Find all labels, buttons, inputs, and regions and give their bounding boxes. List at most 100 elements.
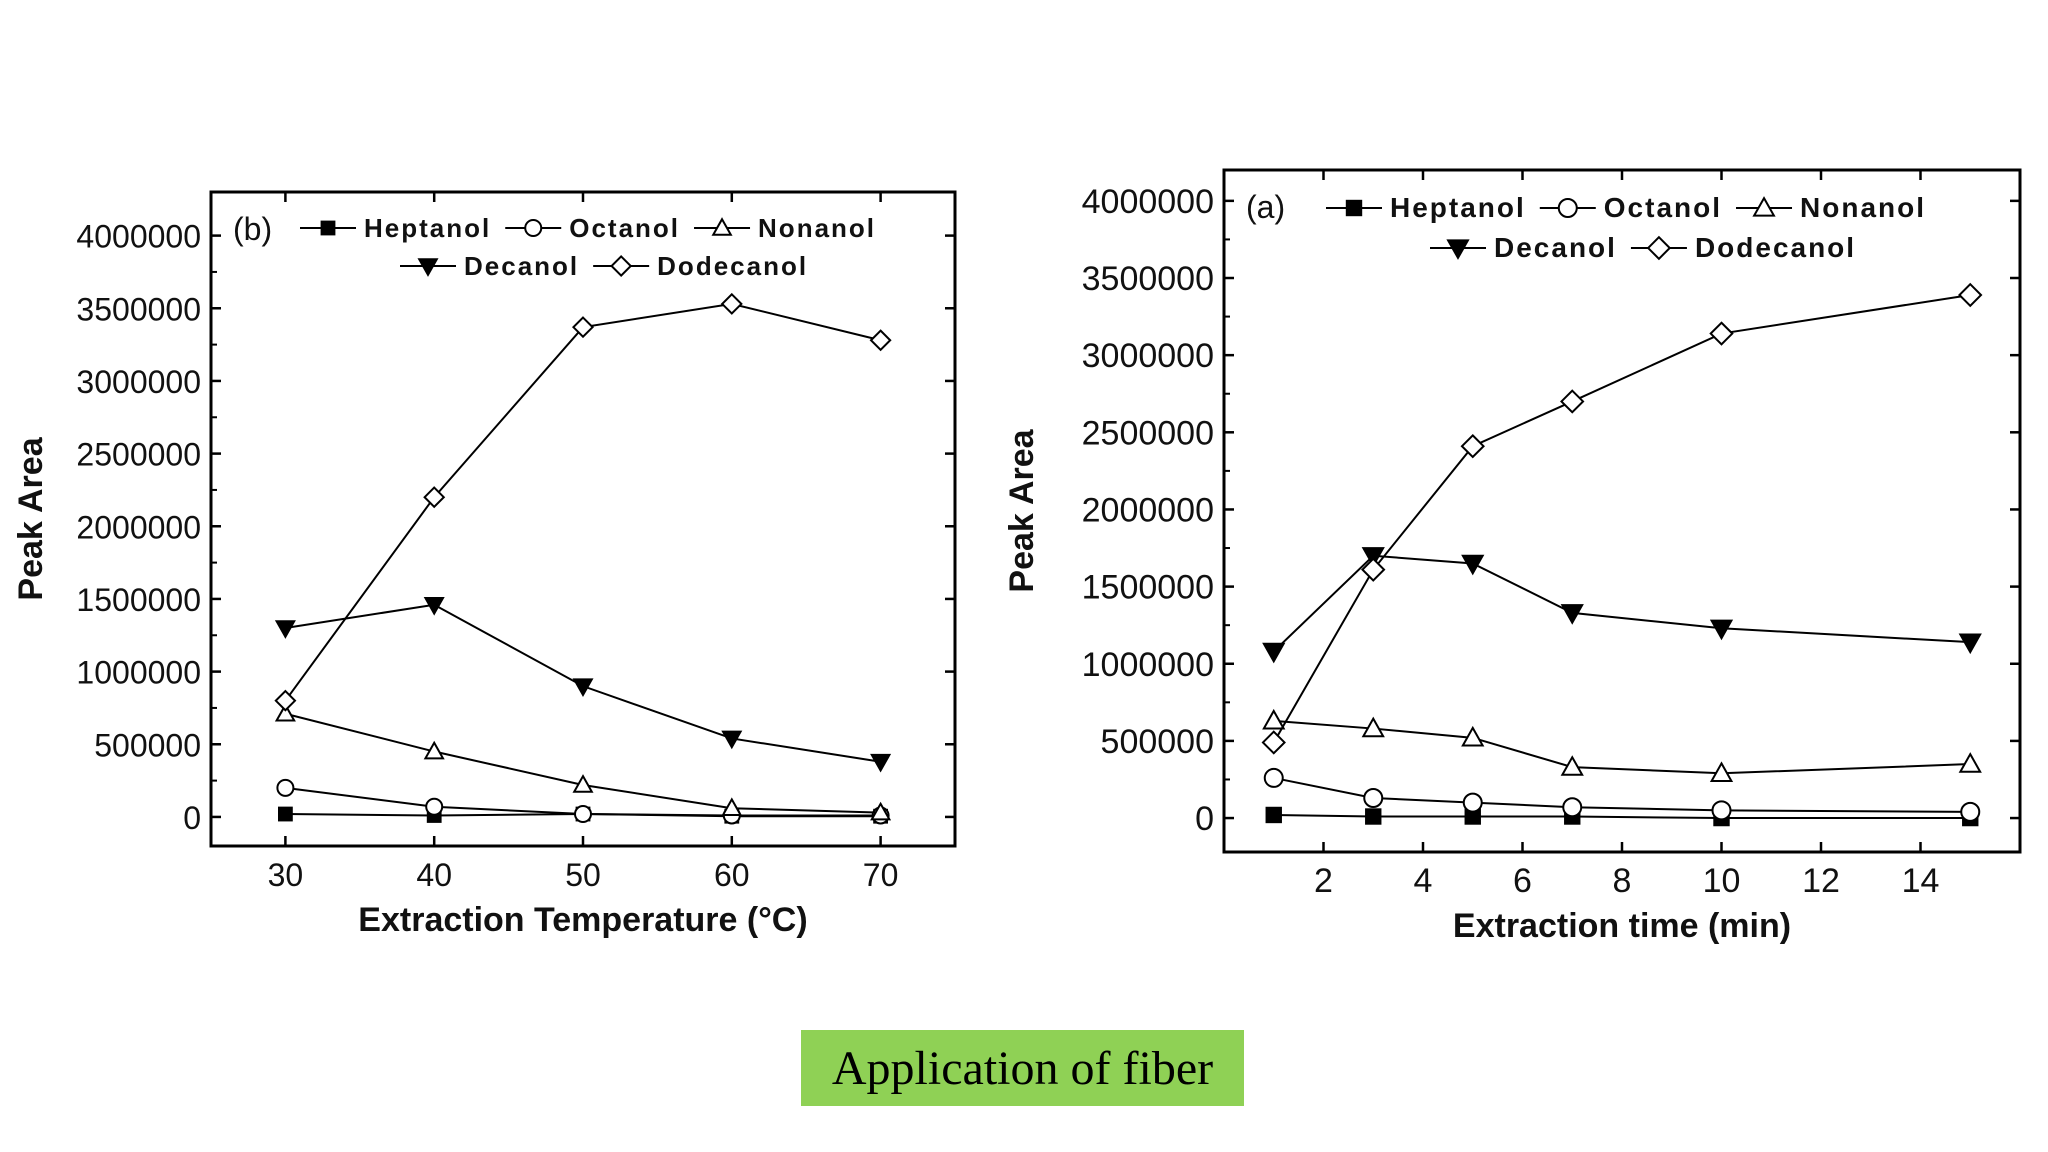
x-tick-label: 2 bbox=[1314, 862, 1333, 900]
data-point-dodecanol bbox=[1958, 282, 1983, 308]
data-point-octanol bbox=[574, 805, 592, 824]
data-point-octanol bbox=[1960, 801, 1981, 822]
data-point-nonanol bbox=[1709, 761, 1734, 782]
data-point-nonanol bbox=[1560, 755, 1584, 776]
legend-label-octanol: Octanol bbox=[1604, 192, 1722, 223]
data-point-octanol bbox=[1711, 800, 1732, 821]
data-point-decanol bbox=[1461, 554, 1485, 576]
y-tick-label: 1500000 bbox=[1082, 569, 1214, 607]
data-point-octanol bbox=[276, 778, 295, 797]
series-nonanol bbox=[274, 702, 892, 821]
series-line-dodecanol bbox=[284, 302, 881, 702]
legend-marker-octanol bbox=[1557, 198, 1578, 218]
legend-label-decanol: Decanol bbox=[1494, 232, 1617, 263]
data-point-decanol bbox=[1262, 642, 1286, 664]
y-tick-label: 4000000 bbox=[76, 219, 201, 255]
data-point-nonanol bbox=[870, 801, 892, 821]
series-decanol bbox=[274, 596, 892, 773]
legend-label-decanol: Decanol bbox=[464, 251, 579, 281]
data-point-nonanol bbox=[1262, 708, 1286, 730]
data-point-nonanol bbox=[1461, 725, 1485, 747]
series-line-nonanol bbox=[285, 712, 881, 814]
legend-marker-decanol bbox=[1446, 239, 1470, 260]
caption-text: Application of fiber bbox=[831, 1041, 1214, 1095]
legend: Heptanol Octanol Nonanol Decanol Dodecanol bbox=[1326, 192, 1924, 263]
plot-frame bbox=[209, 190, 957, 848]
series-dodecanol bbox=[1261, 282, 1983, 755]
data-point-dodecanol bbox=[571, 316, 595, 339]
y-tick-label: 3500000 bbox=[1082, 260, 1214, 298]
data-point-nonanol bbox=[572, 774, 594, 793]
x-tick-label: 6 bbox=[1513, 862, 1532, 900]
legend-marker-decanol bbox=[417, 258, 439, 277]
chart-panel-b: 0 500000 1000000 1500000 2000000 2500000 30000… bbox=[12, 190, 957, 939]
y-tick-label: 2500000 bbox=[76, 437, 201, 473]
data-point-decanol bbox=[1560, 604, 1584, 625]
x-axis-title: Extraction Temperature (°C) bbox=[358, 901, 807, 939]
legend-label-dodecanol: Dodecanol bbox=[1695, 232, 1856, 263]
legend-marker-nonanol bbox=[1752, 196, 1776, 217]
data-point-decanol bbox=[274, 620, 296, 639]
y-tick-label: 500000 bbox=[94, 727, 201, 763]
y-tick-label: 3000000 bbox=[1082, 337, 1214, 375]
chart-panel-a: 0 500000 1000000 1500000 2000000 2500000 30000… bbox=[1003, 168, 2022, 945]
series-octanol bbox=[1263, 767, 1981, 822]
y-tick-label: 2500000 bbox=[1082, 414, 1214, 452]
series-line-dodecanol bbox=[1272, 293, 1971, 743]
data-point-nonanol bbox=[1958, 752, 1982, 773]
x-tick-label: 40 bbox=[416, 857, 452, 893]
y-tick-label: 2000000 bbox=[76, 509, 201, 545]
y-tick-label: 0 bbox=[183, 800, 201, 836]
data-point-decanol bbox=[1709, 619, 1734, 641]
legend-marker-heptanol bbox=[320, 220, 336, 236]
data-point-octanol bbox=[1562, 797, 1583, 818]
data-point-octanol bbox=[1462, 792, 1483, 813]
series-octanol bbox=[276, 778, 890, 825]
x-tick-label: 70 bbox=[863, 857, 899, 893]
y-tick-label: 1000000 bbox=[1082, 646, 1214, 684]
y-tick-label: 4000000 bbox=[1082, 183, 1214, 221]
y-tick-label: 1000000 bbox=[76, 655, 201, 691]
legend-label-dodecanol: Dodecanol bbox=[657, 251, 808, 281]
data-point-dodecanol bbox=[1709, 321, 1734, 346]
legend-label-heptanol: Heptanol bbox=[1390, 192, 1526, 223]
data-point-nonanol bbox=[721, 797, 743, 817]
plot-frame bbox=[1222, 168, 2022, 854]
data-point-decanol bbox=[572, 678, 594, 697]
series-nonanol bbox=[1262, 708, 1982, 782]
data-point-decanol bbox=[1361, 547, 1385, 568]
data-point-decanol bbox=[423, 596, 445, 616]
y-tick-label: 1500000 bbox=[76, 582, 201, 618]
x-axis-title: Extraction time (min) bbox=[1453, 907, 1791, 945]
data-point-dodecanol bbox=[1560, 389, 1585, 414]
y-axis-title: Peak Area bbox=[12, 436, 50, 600]
data-point-dodecanol bbox=[1460, 433, 1485, 459]
y-tick-label: 2000000 bbox=[1082, 491, 1214, 529]
data-point-nonanol bbox=[1361, 716, 1385, 738]
x-tick-label: 4 bbox=[1414, 862, 1433, 900]
y-tick-label: 3500000 bbox=[76, 291, 201, 327]
series-decanol bbox=[1262, 547, 1982, 664]
y-axis-title: Peak Area bbox=[1003, 428, 1041, 592]
legend: Heptanol Octanol Nonanol Decanol Dodecanol bbox=[300, 213, 874, 281]
series-dodecanol bbox=[274, 292, 892, 712]
y-tick-label: 0 bbox=[1195, 800, 1214, 838]
data-point-dodecanol bbox=[720, 292, 743, 315]
x-tick-label: 12 bbox=[1802, 862, 1840, 900]
y-tick-label: 500000 bbox=[1101, 723, 1214, 761]
data-point-heptanol bbox=[1265, 806, 1282, 824]
data-point-dodecanol bbox=[274, 689, 297, 712]
x-tick-label: 30 bbox=[268, 857, 304, 893]
legend-label-octanol: Octanol bbox=[569, 213, 680, 243]
series-line-decanol bbox=[1273, 554, 1971, 653]
x-tick-label: 60 bbox=[714, 857, 750, 893]
x-tick-label: 10 bbox=[1703, 862, 1741, 900]
legend-marker-heptanol bbox=[1345, 199, 1363, 217]
panel-label: (b) bbox=[233, 211, 272, 247]
data-point-heptanol bbox=[1365, 808, 1382, 825]
data-point-octanol bbox=[1263, 767, 1284, 788]
legend-marker-dodecanol bbox=[1646, 235, 1672, 261]
data-point-nonanol bbox=[274, 702, 296, 722]
legend-marker-octanol bbox=[524, 219, 543, 237]
